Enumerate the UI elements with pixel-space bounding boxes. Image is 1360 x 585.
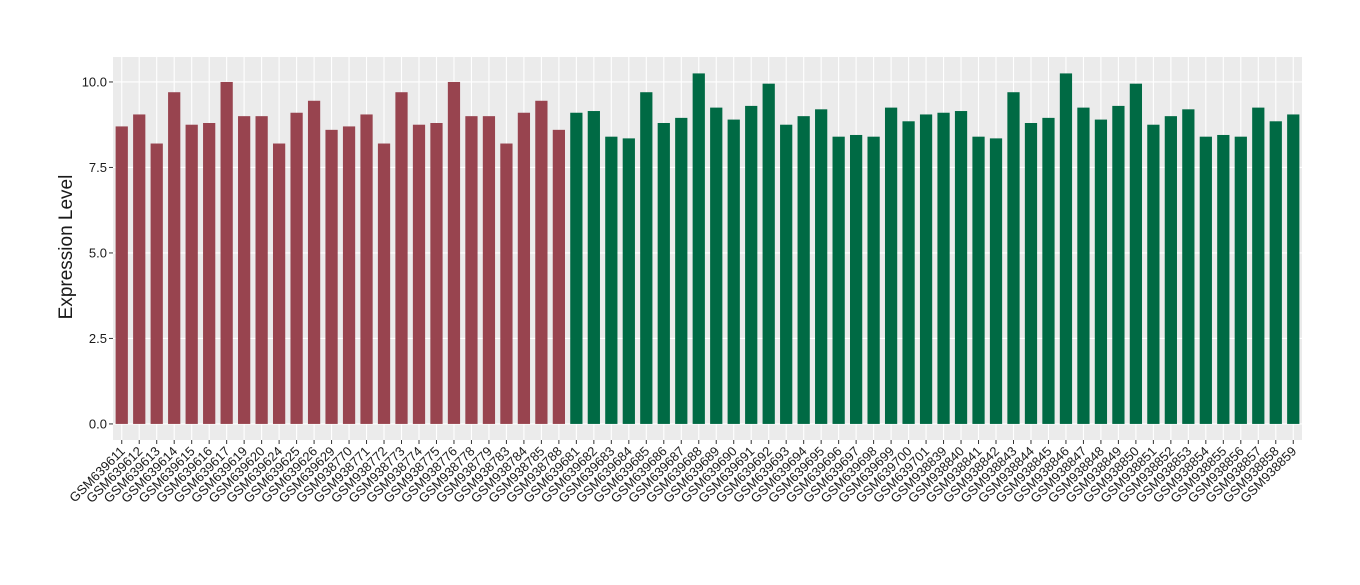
bar <box>395 92 408 424</box>
bar <box>465 116 478 424</box>
bar <box>290 112 303 424</box>
bar <box>710 107 723 424</box>
bar <box>1007 92 1020 424</box>
bar <box>1024 122 1038 424</box>
y-tick-label: 5.0 <box>89 245 107 260</box>
y-tick-label: 2.5 <box>89 331 107 346</box>
bar <box>622 138 635 424</box>
bar <box>1269 121 1282 424</box>
bar <box>360 114 373 424</box>
bar <box>325 129 338 424</box>
bar <box>937 112 950 424</box>
bar <box>727 119 740 424</box>
bar <box>150 143 163 424</box>
bar <box>815 109 828 424</box>
bar <box>1042 117 1055 424</box>
bar <box>1252 107 1265 424</box>
bar <box>342 126 356 424</box>
bar <box>902 121 915 424</box>
bar <box>1182 109 1195 424</box>
bar <box>115 126 128 424</box>
bar <box>255 116 268 424</box>
bar <box>185 124 198 424</box>
bar <box>832 136 845 424</box>
bar <box>412 124 426 424</box>
bar <box>272 143 286 424</box>
bar <box>850 134 863 424</box>
bar <box>1129 83 1143 424</box>
bar <box>430 122 443 424</box>
bar <box>587 111 600 424</box>
bar <box>657 122 670 424</box>
bar <box>954 111 968 424</box>
bar <box>989 138 1003 424</box>
bar <box>605 136 618 424</box>
bar <box>1287 114 1300 424</box>
bar <box>884 107 898 424</box>
bar <box>919 114 933 424</box>
bar <box>780 124 793 424</box>
bar <box>1199 136 1212 424</box>
bar <box>570 112 583 424</box>
bar <box>1234 136 1247 424</box>
bar <box>1094 119 1108 424</box>
bar <box>482 116 496 424</box>
bar <box>797 116 810 424</box>
bar <box>762 83 775 424</box>
bar <box>552 129 565 424</box>
y-axis-label: Expression Level <box>56 175 77 320</box>
bar <box>692 73 705 424</box>
bar <box>1164 116 1177 424</box>
y-tick-label: 10.0 <box>82 74 107 89</box>
bar <box>745 105 758 424</box>
bar <box>133 114 146 424</box>
bar <box>168 92 181 424</box>
bar <box>675 117 688 424</box>
bar <box>972 136 985 424</box>
bar <box>640 92 653 424</box>
bar <box>867 136 880 424</box>
bar <box>238 116 251 424</box>
bar <box>307 100 321 424</box>
bar <box>1112 105 1125 424</box>
bar <box>1217 134 1230 424</box>
bar <box>1059 73 1073 424</box>
bar <box>447 81 461 424</box>
bar <box>1077 107 1090 424</box>
y-tick-label: 0.0 <box>89 416 107 431</box>
bar <box>1147 124 1160 424</box>
y-tick-label: 7.5 <box>89 160 107 175</box>
bar <box>377 143 391 424</box>
bar <box>500 143 513 424</box>
bar <box>517 112 531 424</box>
bar <box>220 81 233 424</box>
bar <box>203 122 216 424</box>
bar <box>535 100 548 424</box>
